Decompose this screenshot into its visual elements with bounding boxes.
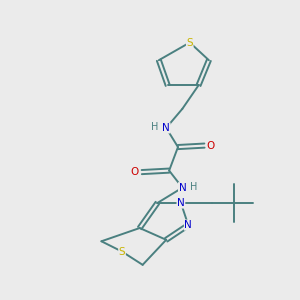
Text: N: N	[177, 198, 185, 208]
Text: N: N	[162, 123, 170, 133]
Text: H: H	[190, 182, 197, 192]
Text: O: O	[207, 141, 215, 151]
Text: S: S	[186, 38, 193, 47]
Text: N: N	[178, 183, 186, 193]
Text: N: N	[184, 220, 192, 230]
Text: S: S	[119, 247, 125, 256]
Text: H: H	[151, 122, 159, 132]
Text: O: O	[130, 167, 139, 177]
